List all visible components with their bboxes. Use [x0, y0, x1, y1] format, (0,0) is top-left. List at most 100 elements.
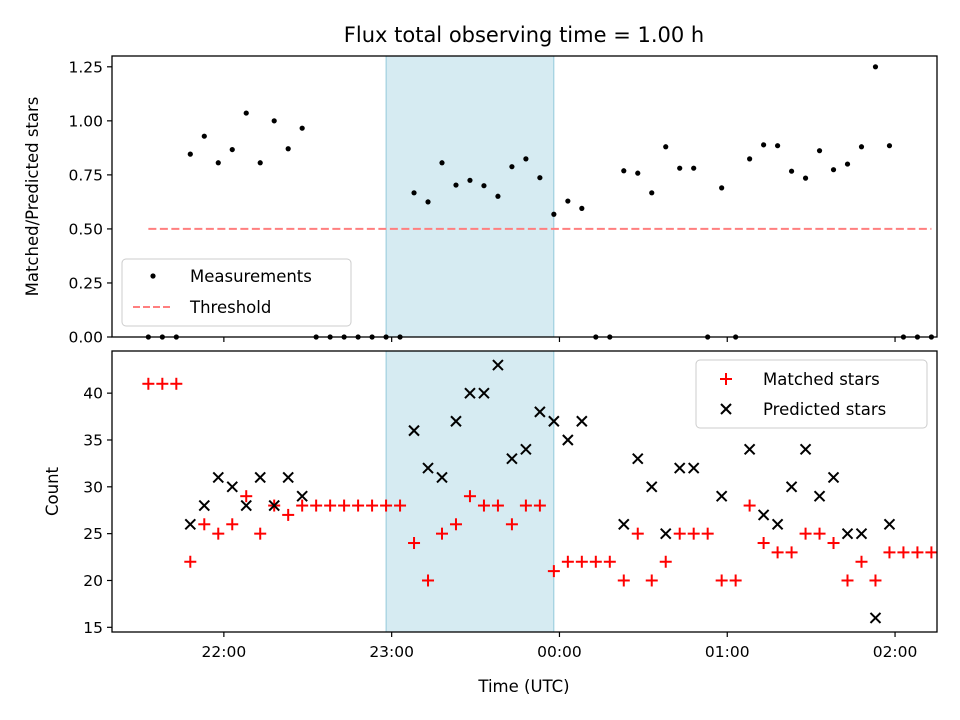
measurement-point	[467, 177, 473, 183]
measurement-point	[551, 211, 557, 217]
top-y-axis-label: Matched/Predicted stars	[23, 97, 42, 297]
matched-star-point	[799, 527, 812, 540]
measurement-point	[719, 185, 725, 191]
matched-star-point	[142, 377, 155, 390]
predicted-star-point	[771, 518, 784, 530]
matched-star-point	[394, 499, 407, 512]
bottom-x-tick-label: 01:00	[705, 643, 750, 661]
matched-star-point	[463, 490, 476, 503]
predicted-star-point	[520, 443, 532, 456]
predicted-star-stroke	[464, 387, 476, 399]
measurement-point	[747, 156, 753, 162]
measurement-point	[495, 193, 501, 199]
measurement-point	[621, 168, 627, 174]
matched-star-point	[645, 574, 658, 587]
top-y-tick-label: 1.25	[68, 58, 103, 76]
matched-star-point	[743, 499, 756, 512]
predicted-star-stroke	[827, 471, 840, 484]
predicted-star-stroke	[771, 518, 784, 530]
matched-star-point	[617, 574, 630, 587]
predicted-star-stroke	[660, 527, 672, 540]
predicted-star-point	[282, 471, 294, 484]
bottom-panel-frame	[111, 350, 938, 633]
matched-star-point	[170, 377, 183, 390]
measurement-point	[453, 182, 459, 188]
matched-star-point	[408, 537, 421, 550]
predicted-star-stroke	[198, 499, 210, 512]
predicted-star-stroke	[883, 518, 896, 530]
measurement-point	[774, 143, 781, 149]
matched-star-point	[897, 546, 910, 559]
bottom-x-tick-label: 23:00	[369, 643, 414, 661]
predicted-star-stroke	[282, 471, 294, 484]
predicted-star-stroke	[646, 481, 658, 493]
matched-star-point	[254, 527, 267, 540]
predicted-star-point	[674, 462, 686, 474]
predicted-star-stroke	[296, 490, 308, 502]
measurement-point	[509, 164, 515, 170]
matched-star-point	[310, 499, 323, 512]
measurement-point	[830, 167, 837, 173]
measurement-point	[187, 151, 193, 157]
measurement-point	[802, 175, 809, 181]
top-y-tick-label: 0.50	[68, 220, 103, 238]
legend-matched-marker	[720, 373, 732, 385]
bottom-y-tick-label: 15	[83, 619, 103, 637]
predicted-star-point	[660, 527, 672, 540]
matched-star-point	[184, 555, 197, 568]
predicted-star-stroke	[799, 443, 812, 456]
matched-star-point	[338, 499, 351, 512]
predicted-star-stroke	[268, 499, 280, 512]
matched-star-point	[212, 527, 225, 540]
predicted-star-stroke	[855, 527, 868, 540]
legend-measurements-label: Measurements	[190, 267, 312, 286]
predicted-star-point	[464, 387, 476, 399]
matched-star-point	[422, 574, 435, 587]
predicted-star-stroke	[715, 490, 728, 502]
predicted-star-point	[785, 481, 798, 493]
matched-star-point	[603, 555, 616, 568]
predicted-star-stroke	[743, 443, 756, 456]
legend-predicted-marker	[720, 403, 732, 415]
predicted-star-point	[646, 481, 658, 493]
top-y-tick-label: 0.75	[68, 166, 103, 184]
bottom-y-tick-label: 20	[83, 572, 103, 590]
matched-star-point	[561, 555, 574, 568]
predicted-star-stroke	[757, 509, 770, 521]
predicted-star-point	[254, 471, 266, 484]
measurement-point	[761, 142, 767, 148]
predicted-star-point	[743, 443, 756, 456]
predicted-star-stroke	[254, 471, 266, 484]
top-night-shade	[385, 55, 555, 338]
predicted-star-stroke	[478, 387, 490, 399]
predicted-star-stroke	[841, 527, 854, 540]
matched-star-point	[869, 574, 882, 587]
measurement-point	[285, 146, 291, 152]
predicted-star-point	[534, 406, 546, 418]
predicted-star-point	[757, 509, 770, 521]
predicted-star-stroke	[632, 453, 644, 465]
matched-star-point	[282, 508, 295, 521]
predicted-star-stroke	[492, 359, 504, 371]
top-y-tick-label: 1.00	[68, 112, 103, 130]
measurement-point	[201, 133, 207, 139]
matched-star-point	[785, 546, 798, 559]
matched-star-point	[352, 499, 365, 512]
bottom-legend: Matched stars Predicted stars	[695, 359, 928, 429]
measurement-point	[271, 118, 277, 124]
measurement-point	[691, 165, 697, 171]
predicted-star-stroke	[436, 471, 448, 484]
matched-star-point	[715, 574, 728, 587]
measurement-point	[243, 110, 249, 116]
bottom-y-axis-label: Count	[43, 466, 62, 516]
bottom-x-tick-label: 02:00	[873, 643, 918, 661]
predicted-star-point	[268, 499, 280, 512]
bottom-panel: 15 20 25 30 35 40 22:00 23:00 00:00 01:00 02:00 Co…	[43, 350, 938, 696]
matched-star-point	[701, 527, 714, 540]
predicted-star-point	[827, 471, 840, 484]
bottom-y-tick-label: 25	[83, 525, 103, 543]
predicted-star-stroke	[240, 499, 252, 512]
measurement-point	[858, 144, 865, 150]
matched-star-point	[296, 499, 309, 512]
